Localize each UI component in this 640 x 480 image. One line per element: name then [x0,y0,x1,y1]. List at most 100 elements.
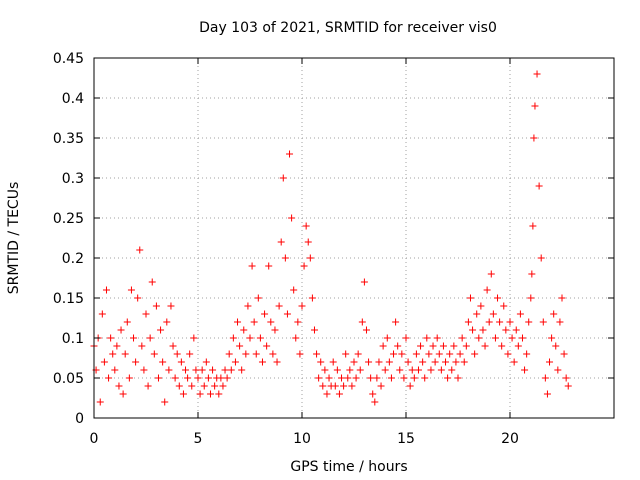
data-point [308,294,316,302]
data-point [469,326,477,334]
data-point [267,318,275,326]
data-point [177,358,185,366]
data-point [523,350,531,358]
data-point [229,334,237,342]
plot-frame [93,57,615,419]
x-tick-label: 15 [397,431,415,447]
data-point [550,310,558,318]
data-point [196,390,204,398]
data-point [113,342,121,350]
data-point [473,310,481,318]
data-point [390,350,398,358]
data-point [248,262,256,270]
data-point [383,334,391,342]
data-point [152,302,160,310]
data-point [215,390,223,398]
data-point [340,382,348,390]
data-point [333,366,341,374]
data-point [256,334,264,342]
data-point [134,294,142,302]
data-point [439,342,447,350]
data-point [231,358,239,366]
data-point [188,382,196,390]
data-point [477,302,485,310]
data-point [161,398,169,406]
data-point [548,334,556,342]
data-point [560,350,568,358]
data-point [425,350,433,358]
x-tick-label: 10 [293,431,311,447]
data-point [460,358,468,366]
data-point [271,326,279,334]
data-point [265,262,273,270]
data-point [319,382,327,390]
data-point [431,358,439,366]
data-point [217,374,225,382]
data-point [244,302,252,310]
data-point [159,358,167,366]
y-tick-label: 0.4 [62,91,84,107]
data-point [466,294,474,302]
data-point [175,382,183,390]
data-point [379,342,387,350]
y-tick-label: 0.1 [62,331,84,347]
data-point [539,318,547,326]
data-point [562,374,570,382]
data-point [211,382,219,390]
data-point [496,318,504,326]
data-point [552,342,560,350]
data-point [475,334,483,342]
data-point [429,342,437,350]
data-point [204,374,212,382]
y-tick-label: 0.15 [53,291,84,307]
data-point [273,358,281,366]
data-point [281,254,289,262]
data-point [367,374,375,382]
data-point [489,310,497,318]
data-point [427,366,435,374]
data-point [335,390,343,398]
data-point [448,366,456,374]
data-point [410,374,418,382]
data-point [531,102,539,110]
data-point [417,342,425,350]
data-point [442,358,450,366]
data-point [225,350,233,358]
data-point [300,262,308,270]
data-point [192,366,200,374]
data-point [157,326,165,334]
data-point [396,366,404,374]
data-point [261,310,269,318]
data-point [221,366,229,374]
axis-ticks: 0 5 10 15 20 0 0.05 0.1 0.15 0.2 0.25 0.3 0.35 0.4 0.4… [53,51,614,447]
data-point [298,302,306,310]
x-tick-label: 20 [501,431,519,447]
data-point [360,278,368,286]
data-point [142,310,150,318]
data-point [535,182,543,190]
data-point [227,366,235,374]
data-point [527,294,535,302]
data-point [518,334,526,342]
x-axis-label: GPS time / hours [290,459,407,475]
data-point [494,294,502,302]
data-point [96,398,104,406]
data-point [516,310,524,318]
data-point [242,350,250,358]
data-point [136,246,144,254]
data-point [369,390,377,398]
data-point [444,374,452,382]
data-point [381,366,389,374]
data-point [306,254,314,262]
y-tick-label: 0.05 [53,371,84,387]
data-point [115,382,123,390]
y-tick-label: 0.25 [53,211,84,227]
data-point [471,350,479,358]
y-tick-label: 0 [75,411,84,427]
data-point [150,350,158,358]
data-point [483,286,491,294]
data-point [258,358,266,366]
data-point [146,334,154,342]
data-point [206,390,214,398]
data-point [543,390,551,398]
